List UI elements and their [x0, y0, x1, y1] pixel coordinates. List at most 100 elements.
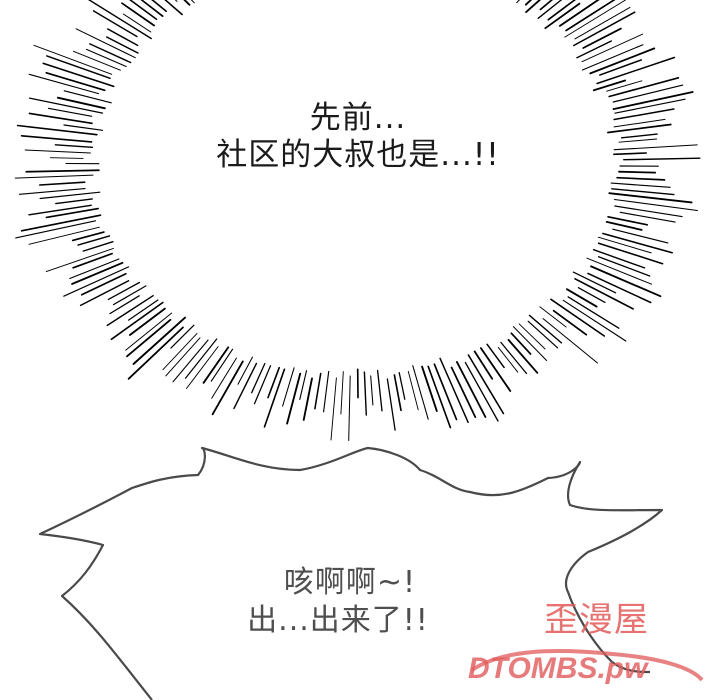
burst-ray — [170, 324, 195, 349]
burst-ray — [251, 362, 266, 394]
burst-ray — [109, 295, 140, 315]
burst-ray — [612, 228, 669, 244]
burst-ray — [596, 56, 676, 85]
burst-ray — [237, 356, 253, 385]
burst-ray — [253, 365, 272, 405]
burst-ray — [14, 174, 94, 179]
thought-bubble-text: 先前... 社区的大叔也是...!! — [0, 100, 716, 173]
burst-ray — [340, 371, 344, 415]
burst-ray — [597, 256, 651, 277]
burst-ray — [537, 0, 563, 19]
burst-ray — [608, 192, 693, 204]
burst-ray — [28, 226, 100, 245]
burst-ray — [75, 28, 136, 59]
burst-ray — [393, 374, 402, 412]
burst-ray — [558, 0, 600, 27]
burst-ray — [552, 309, 588, 336]
burst-ray — [577, 287, 606, 304]
burst-ray — [616, 176, 666, 181]
burst-ray — [574, 277, 634, 310]
burst-ray — [105, 36, 139, 54]
burst-ray — [63, 124, 104, 131]
burst-ray — [122, 13, 152, 33]
burst-ray — [500, 341, 528, 375]
burst-ray — [544, 2, 581, 30]
burst-ray — [573, 11, 636, 47]
burst-ray — [510, 332, 532, 355]
burst-ray — [47, 107, 93, 117]
burst-ray — [376, 369, 383, 412]
burst-ray — [92, 10, 138, 38]
burst-ray — [106, 294, 154, 327]
burst-ray — [164, 0, 183, 16]
burst-ray — [528, 314, 563, 344]
burst-ray — [151, 0, 168, 13]
burst-ray — [348, 375, 351, 441]
burst-ray — [562, 299, 627, 342]
burst-ray — [572, 271, 617, 294]
burst-ray — [614, 98, 686, 114]
burst-ray — [172, 339, 209, 383]
burst-ray — [20, 214, 102, 232]
burst-ray — [407, 370, 419, 411]
burst-ray — [42, 62, 115, 88]
burst-ray — [72, 50, 121, 71]
burst-ray — [608, 77, 680, 98]
burst-ray — [497, 346, 519, 373]
burst-ray — [607, 215, 649, 226]
burst-ray — [618, 170, 657, 174]
burst-ray — [233, 362, 258, 410]
burst-ray — [613, 144, 698, 151]
burst-ray — [589, 47, 656, 75]
burst-ray — [323, 370, 330, 413]
burst-ray — [398, 371, 406, 400]
watermark-logo-icon: DTOMBS.pw — [468, 649, 704, 685]
burst-ray — [479, 347, 512, 392]
thought-line: 先前... — [309, 100, 407, 136]
burst-ray — [565, 288, 598, 308]
burst-ray — [547, 0, 576, 21]
burst-ray — [286, 372, 302, 425]
burst-ray — [314, 372, 322, 410]
burst-ray — [71, 261, 124, 285]
thought-burst-rays — [14, 0, 701, 441]
burst-ray — [539, 306, 567, 328]
burst-ray — [550, 298, 606, 337]
burst-ray — [28, 73, 100, 95]
burst-ray — [18, 188, 86, 195]
burst-ray — [607, 123, 672, 134]
burst-ray — [89, 43, 132, 64]
burst-ray — [611, 188, 675, 196]
burst-ray — [507, 338, 539, 374]
burst-ray — [38, 181, 86, 186]
burst-ray — [49, 157, 84, 159]
burst-ray — [25, 169, 100, 173]
burst-ray — [565, 0, 616, 32]
burst-ray — [186, 346, 219, 389]
burst-ray — [363, 371, 368, 416]
burst-ray — [127, 326, 184, 380]
burst-ray — [623, 157, 701, 161]
burst-ray — [72, 252, 113, 269]
burst-ray — [16, 124, 98, 136]
burst-ray — [55, 198, 93, 205]
burst-ray — [45, 207, 99, 219]
burst-ray — [69, 258, 120, 280]
burst-ray — [439, 357, 469, 424]
burst-ray — [211, 357, 237, 399]
burst-ray — [128, 307, 166, 336]
burst-ray — [605, 220, 643, 231]
burst-ray — [184, 338, 218, 379]
burst-ray — [165, 337, 201, 377]
burst-ray — [126, 318, 172, 358]
burst-ray — [412, 365, 429, 420]
burst-ray — [107, 281, 141, 301]
burst-ray — [433, 363, 458, 421]
burst-ray — [80, 272, 127, 296]
burst-ray — [202, 346, 230, 384]
burst-ray — [518, 323, 546, 350]
burst-ray — [587, 272, 652, 304]
burst-ray — [612, 84, 684, 103]
burst-ray — [24, 149, 91, 154]
